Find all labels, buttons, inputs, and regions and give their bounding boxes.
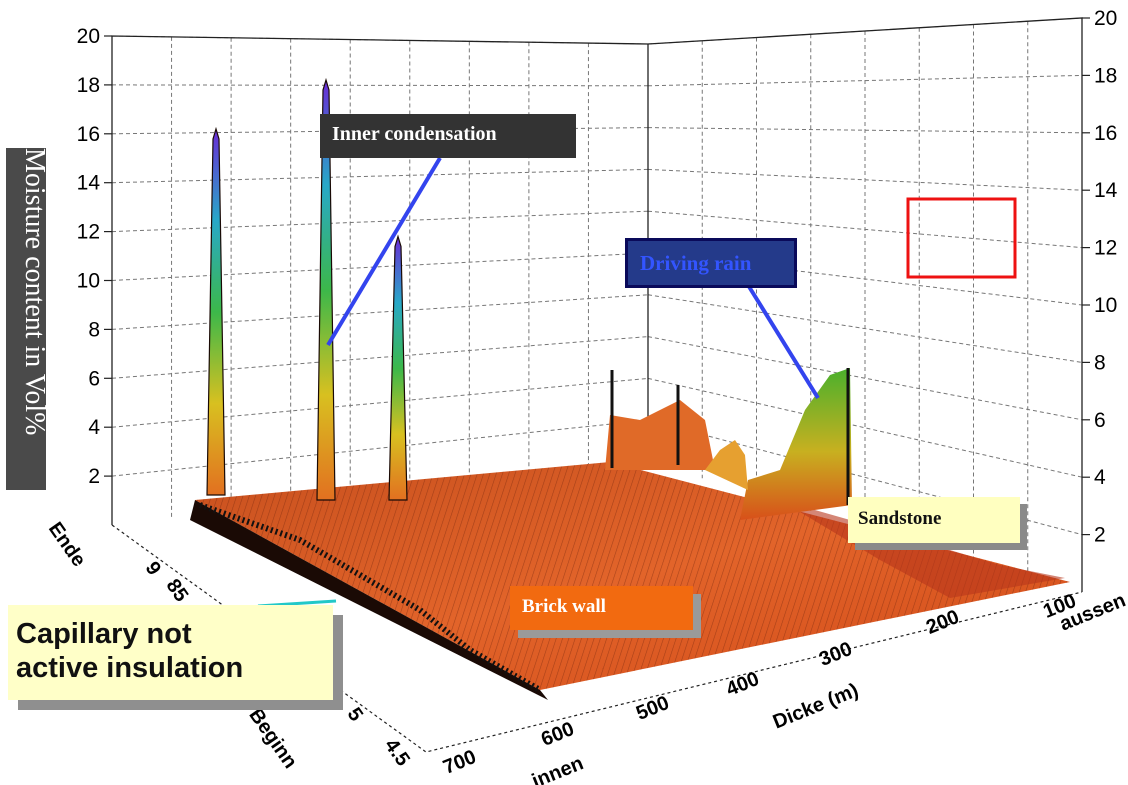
grid-line-left-wall: [111, 419, 649, 477]
condensation-peak: [388, 234, 408, 501]
z-tick-label-left: 4: [88, 416, 100, 439]
floor-surface: [190, 462, 1070, 700]
x-tick-label: 500: [633, 692, 672, 725]
capillary-line-2: active insulation: [16, 652, 244, 684]
grid-line-left-wall: [111, 377, 649, 428]
grid-line-left-wall: [111, 294, 649, 330]
z-tick-label-right: 8: [1094, 351, 1106, 374]
z-tick-label-left: 14: [77, 172, 101, 195]
z-tick-label-right: 10: [1094, 294, 1117, 317]
y-axis-title-box: Moisture content in Vol%: [6, 148, 46, 490]
x-tick-label: 200: [923, 606, 962, 639]
z-tick-label-left: 8: [88, 318, 100, 341]
sandstone-callout: Sandstone: [848, 497, 1020, 543]
condensation-peak: [206, 126, 226, 496]
driving-rain-pointer: [746, 283, 820, 400]
y-tick-label: 85: [162, 575, 193, 606]
x-tick-label: 700: [440, 746, 479, 779]
capillary-line-1: Capillary not: [16, 618, 192, 650]
y-end-label: Ende: [44, 518, 90, 571]
x-axis-title: Dicke (m): [770, 679, 862, 733]
z-tick-label-right: 14: [1094, 179, 1118, 202]
driving-rain-surface: [605, 368, 852, 520]
grid-line-left-wall: [111, 84, 649, 87]
y-axis-title: Beginn: [244, 704, 301, 772]
condensation-peaks: [206, 77, 408, 501]
z-tick-label-right: 16: [1094, 122, 1117, 145]
grid-line-right-wall: [647, 336, 1083, 421]
y-tick-label: 5: [343, 704, 367, 726]
capillary-callout: Capillary not active insulation: [8, 605, 333, 700]
z-tick-label-right: 20: [1094, 7, 1117, 30]
z-tick-label-right: 18: [1094, 64, 1117, 87]
inner-condensation-callout: Inner condensation: [320, 114, 576, 158]
grid-line-left-wall: [111, 210, 649, 233]
y-tick-label: 9: [141, 558, 165, 580]
grid-line-left-wall: [111, 336, 649, 379]
condensation-peak: [316, 77, 336, 501]
z-tick-label-left: 18: [77, 74, 100, 97]
z-tick-label-left: 12: [77, 221, 100, 244]
driving-rain-callout: Driving rain: [625, 238, 797, 288]
grid-line-left-wall: [111, 168, 649, 184]
z-tick-label-right: 12: [1094, 237, 1117, 260]
x-end-label-inner: innen: [529, 752, 587, 785]
grid-line-left-wall: [111, 252, 649, 281]
brick-wall-callout: Brick wall: [510, 586, 693, 630]
highlight-box: [906, 197, 1017, 279]
z-tick-label-right: 4: [1094, 466, 1106, 489]
x-tick-label: 300: [816, 638, 855, 671]
z-tick-label-left: 6: [88, 367, 100, 390]
z-tick-label-left: 16: [77, 123, 100, 146]
z-tick-label-left: 2: [88, 465, 100, 488]
z-tick-label-right: 2: [1094, 524, 1106, 547]
z-tick-label-right: 6: [1094, 409, 1106, 432]
x-tick-label: 400: [723, 668, 762, 701]
z-tick-label-left: 20: [77, 25, 100, 48]
y-axis-title: Moisture content in Vol%: [19, 148, 46, 436]
z-tick-label-left: 10: [77, 270, 100, 293]
inner-condensation-pointer: [326, 156, 442, 347]
x-tick-label: 600: [538, 718, 577, 751]
